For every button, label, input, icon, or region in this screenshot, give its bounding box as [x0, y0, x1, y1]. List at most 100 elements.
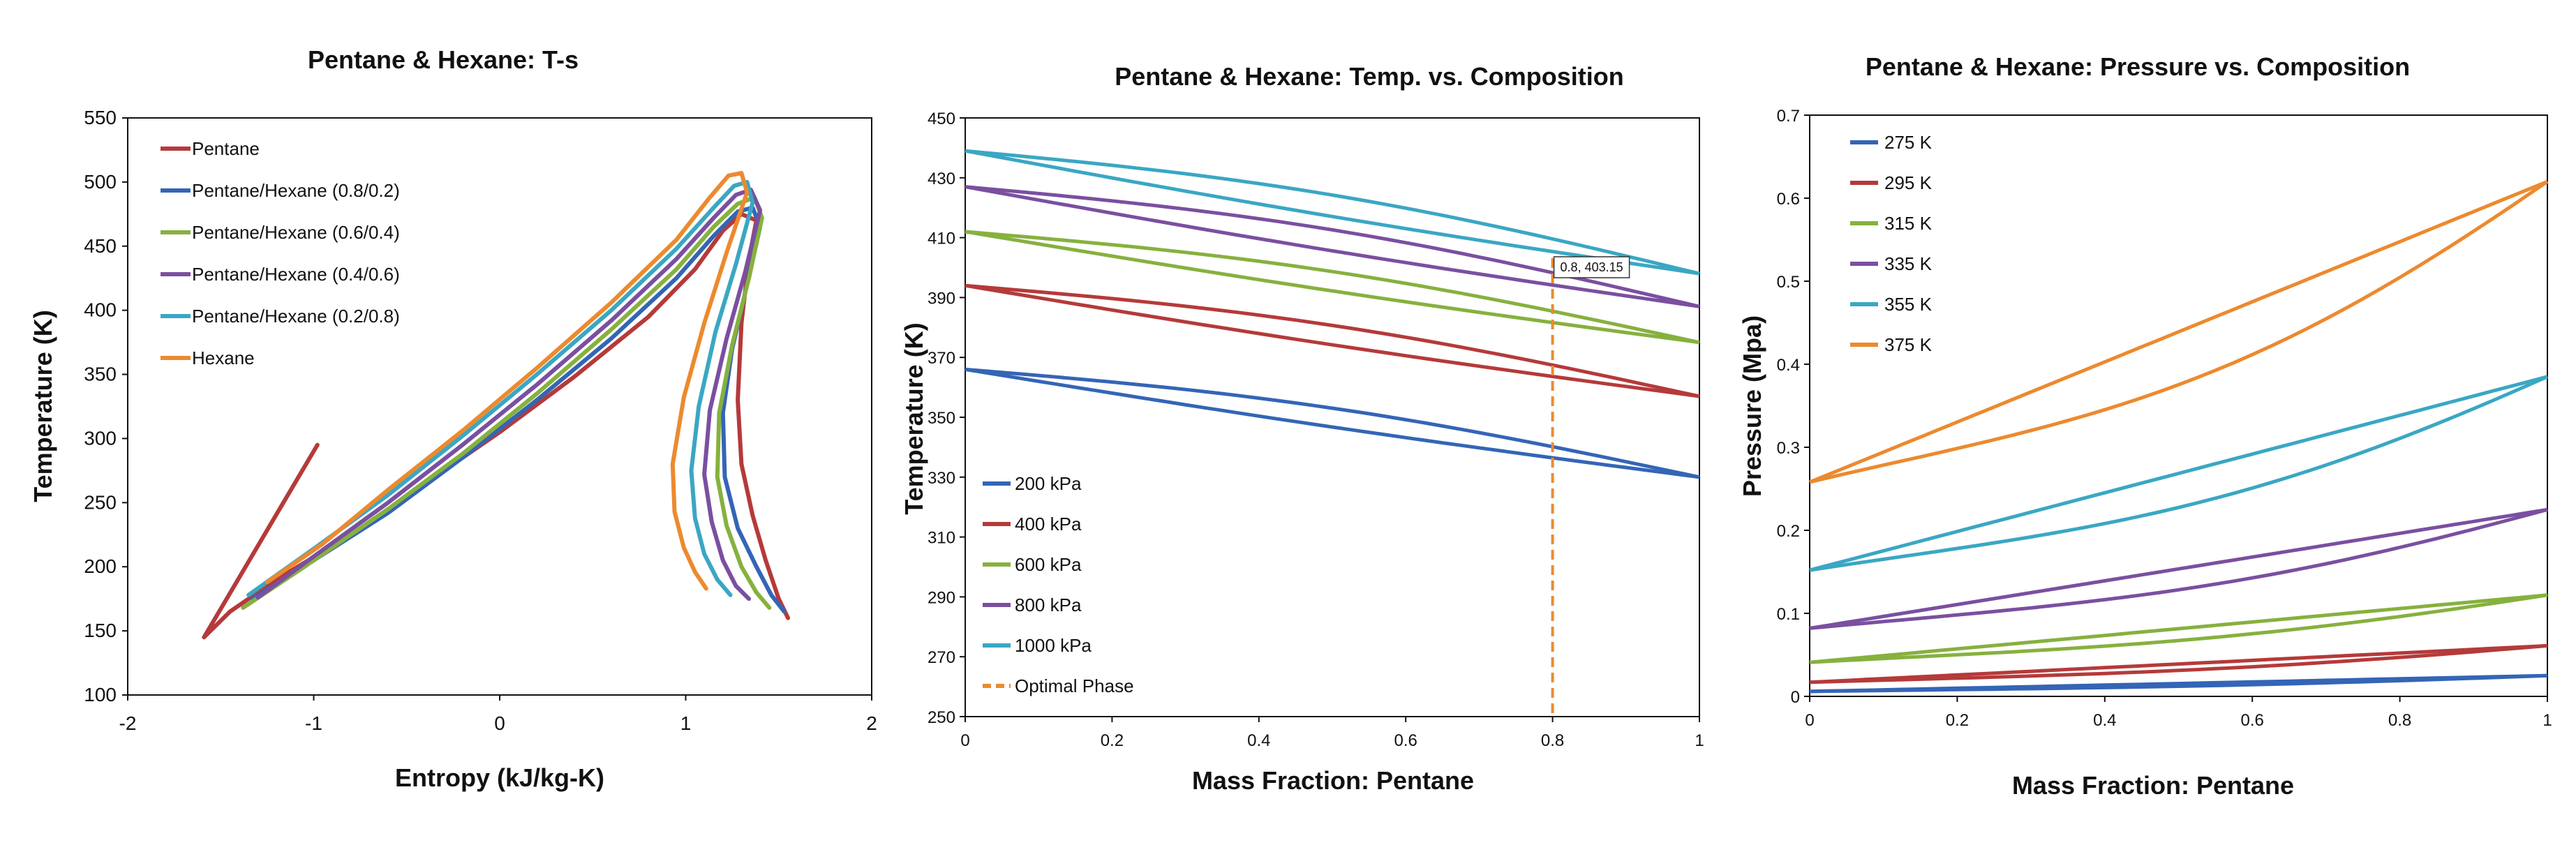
pc-x-tick-label: 0.6: [2241, 711, 2264, 730]
pc-bubble-curve-3: [1809, 507, 2548, 630]
ts-legend-label: Hexane: [192, 347, 255, 368]
ts-legend-label: Pentane: [192, 138, 260, 159]
tc-x-tick-label: 1: [1695, 731, 1704, 750]
tc-y-axis-label: Temperature (K): [900, 322, 928, 514]
pc-bubble-curve-5: [1809, 179, 2548, 484]
pc-bubble-curve-4: [1809, 375, 2548, 572]
tc-bubble-curve-4: [965, 149, 1700, 276]
tc-y-tick-label: 450: [928, 110, 955, 128]
pc-dew-curve-2: [1809, 593, 2548, 664]
pc-legend-label: 375 K: [1884, 334, 1933, 355]
pc-x-tick-label: 0.8: [2388, 711, 2411, 730]
ts-x-tick-label: -2: [119, 712, 137, 734]
ts-x-axis-label: Entropy (kJ/kg-K): [395, 763, 604, 792]
tc-y-tick-label: 250: [928, 708, 955, 727]
ts-y-tick-label: 450: [84, 235, 117, 257]
ts-y-tick-label: 250: [84, 491, 117, 513]
tc-x-tick-label: 0.2: [1101, 731, 1124, 750]
pc-dew-curve-4: [1809, 375, 2549, 572]
tc-legend-label: 600 kPa: [1015, 554, 1082, 575]
pc-chart: Pentane & Hexane: Pressure vs. Compositi…: [1738, 52, 2552, 800]
tc-bubble-curve-0: [965, 367, 1700, 479]
tc-y-tick-label: 390: [928, 289, 955, 308]
tc-bubble-curve-2: [965, 230, 1700, 345]
tc-dew-curve-2: [965, 230, 1700, 345]
ts-y-axis-label: Temperature (K): [29, 310, 57, 502]
pc-dew-curve-5: [1809, 180, 2549, 484]
pc-x-tick-label: 0.2: [1946, 711, 1969, 730]
pc-y-tick-label: 0.6: [1777, 190, 1800, 209]
pc-y-tick-label: 0.1: [1777, 605, 1800, 624]
pc-x-axis-label: Mass Fraction: Pentane: [2012, 771, 2294, 800]
pc-legend-label: 295 K: [1884, 172, 1933, 193]
pc-dew-curve-3: [1809, 507, 2548, 630]
tc-x-tick-label: 0: [960, 731, 969, 750]
ts-y-tick-label: 500: [84, 171, 117, 193]
tc-y-tick-label: 350: [928, 409, 955, 428]
tc-x-tick-label: 0.4: [1247, 731, 1270, 750]
ts-legend-label: Pentane/Hexane (0.2/0.8): [192, 306, 400, 327]
pc-y-tick-label: 0.4: [1777, 356, 1800, 375]
tc-legend-label: 1000 kPa: [1015, 635, 1092, 656]
tc-y-tick-label: 410: [928, 230, 955, 248]
pc-legend-label: 335 K: [1884, 253, 1933, 274]
tc-chart: Pentane & Hexane: Temp. vs. Composition …: [900, 62, 1704, 795]
ts-y-tick-label: 150: [84, 620, 117, 641]
pc-y-tick-label: 0.7: [1777, 107, 1800, 126]
tc-y-tick-label: 430: [928, 170, 955, 188]
ts-legend-label: Pentane/Hexane (0.4/0.6): [192, 264, 400, 285]
tc-x-tick-label: 0.8: [1541, 731, 1564, 750]
pc-legend-label: 355 K: [1884, 294, 1933, 315]
pc-y-tick-label: 0: [1791, 688, 1800, 707]
tc-annotation-label: 0.8, 403.15: [1561, 260, 1623, 274]
tc-legend-label: Optimal Phase: [1015, 675, 1134, 696]
tc-chart-title: Pentane & Hexane: Temp. vs. Composition: [1115, 62, 1623, 91]
pc-bubble-curve-1: [1809, 643, 2548, 685]
tc-bubble-curve-1: [965, 283, 1700, 398]
ts-x-tick-label: 0: [494, 712, 505, 734]
pc-x-tick-label: 1: [2543, 711, 2552, 730]
tc-y-tick-label: 330: [928, 469, 955, 488]
pc-y-tick-label: 0.3: [1777, 439, 1800, 458]
tc-legend-label: 800 kPa: [1015, 595, 1082, 615]
tc-x-axis-label: Mass Fraction: Pentane: [1192, 766, 1474, 795]
tc-y-tick-label: 270: [928, 648, 955, 667]
tc-x-tick-label: 0.6: [1394, 731, 1417, 750]
tc-bubble-curve-3: [965, 185, 1700, 308]
tc-y-tick-label: 290: [928, 588, 955, 607]
tc-legend-label: 200 kPa: [1015, 473, 1082, 494]
ts-series-line-4: [246, 179, 755, 597]
ts-legend-label: Pentane/Hexane (0.8/0.2): [192, 180, 400, 201]
ts-y-tick-label: 200: [84, 555, 117, 577]
ts-series-line-5: [265, 171, 750, 591]
ts-y-tick-label: 100: [84, 684, 117, 705]
pc-dew-curve-0: [1809, 673, 2548, 694]
pc-x-tick-label: 0.4: [2093, 711, 2116, 730]
tc-dew-curve-0: [965, 367, 1700, 479]
tc-annotation-box: [1553, 256, 1630, 278]
pc-y-tick-label: 0.2: [1777, 522, 1800, 541]
ts-y-tick-label: 300: [84, 427, 117, 449]
ts-x-tick-label: -1: [305, 712, 322, 734]
ts-y-tick-label: 550: [84, 107, 117, 128]
pc-bubble-curve-2: [1809, 593, 2548, 664]
pc-y-tick-label: 0.5: [1777, 273, 1800, 292]
tc-dew-curve-1: [965, 283, 1700, 398]
pc-chart-title: Pentane & Hexane: Pressure vs. Compositi…: [1866, 52, 2410, 81]
tc-y-tick-label: 370: [928, 349, 955, 368]
ts-x-tick-label: 2: [866, 712, 877, 734]
tc-legend-label: 400 kPa: [1015, 514, 1082, 534]
ts-chart-title: Pentane & Hexane: T-s: [308, 45, 579, 74]
pc-y-axis-label: Pressure (Mpa): [1738, 315, 1766, 497]
ts-x-tick-label: 1: [680, 712, 692, 734]
pc-legend-label: 275 K: [1884, 132, 1933, 153]
pc-x-tick-label: 0: [1805, 711, 1814, 730]
tc-y-tick-label: 310: [928, 529, 955, 548]
ts-y-tick-label: 400: [84, 299, 117, 321]
pc-dew-curve-1: [1809, 643, 2548, 685]
ts-y-tick-label: 350: [84, 364, 117, 385]
pc-legend-label: 315 K: [1884, 213, 1933, 234]
pc-plot-frame: [1809, 114, 2548, 697]
tc-dew-curve-4: [965, 149, 1700, 276]
